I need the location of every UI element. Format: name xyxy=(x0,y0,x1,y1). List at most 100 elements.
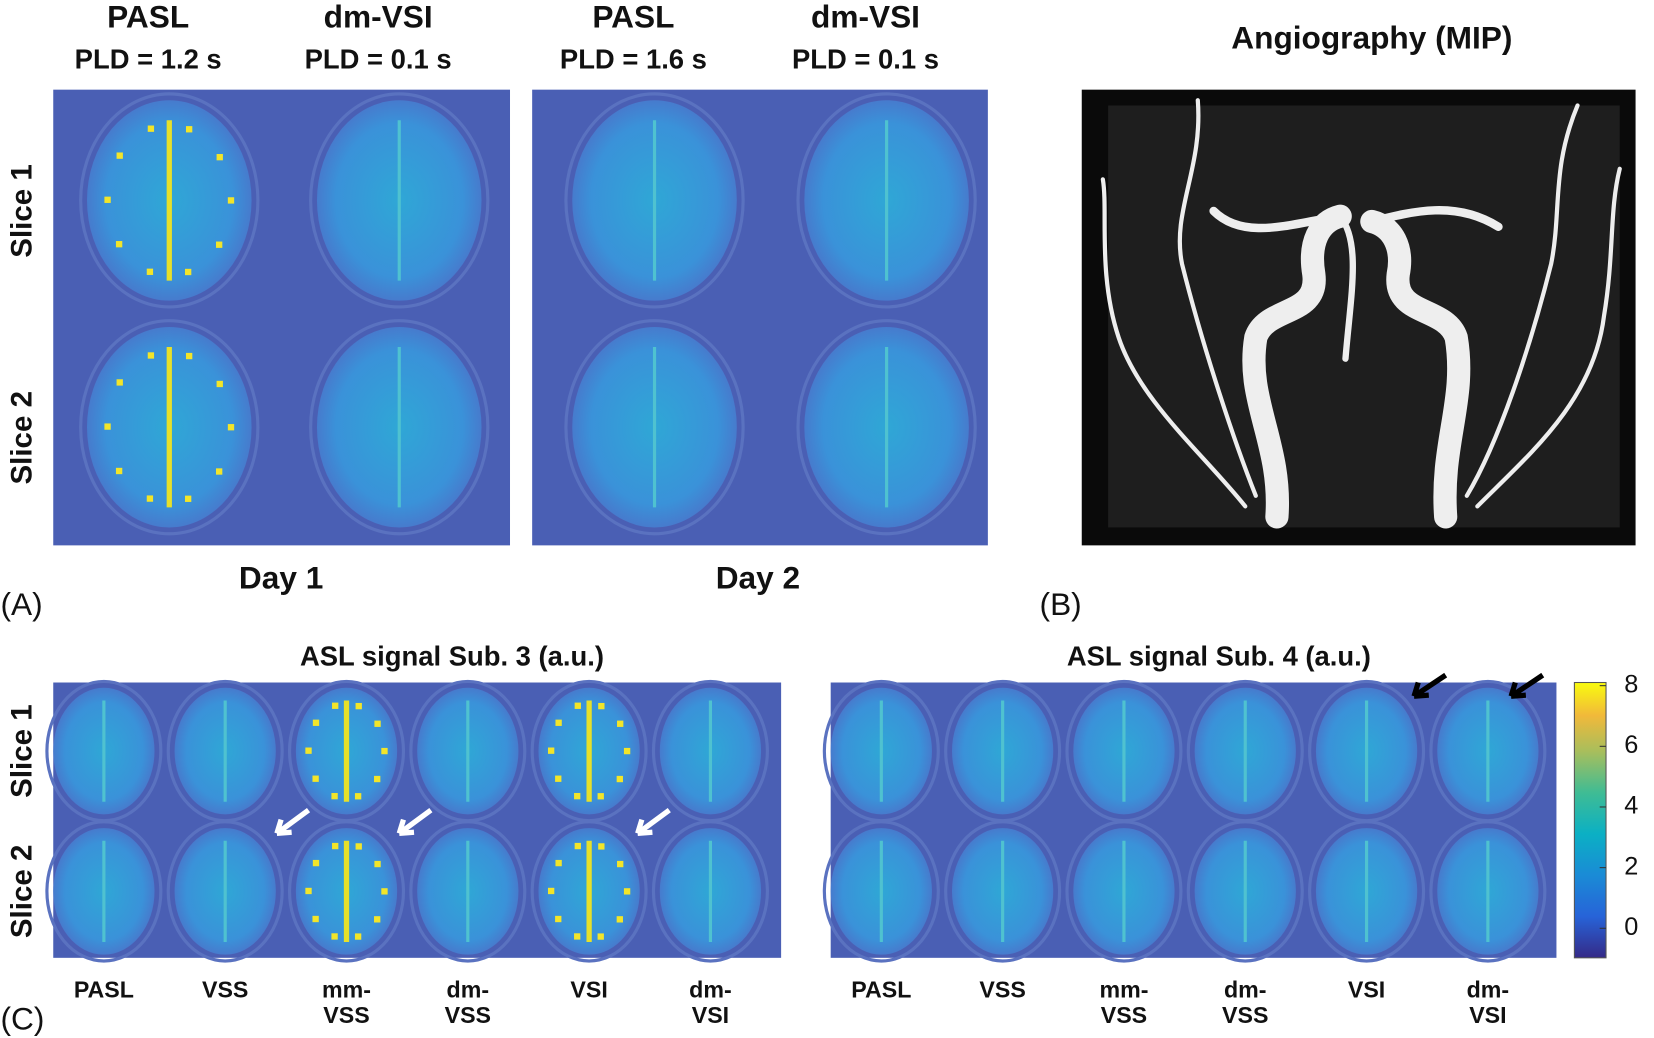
brain-outline xyxy=(651,820,769,963)
colorbar-tick-label: 8 xyxy=(1624,670,1638,698)
hot-spot xyxy=(355,843,362,850)
hot-spot xyxy=(623,888,631,895)
hot-spot xyxy=(184,495,192,502)
brain-outline xyxy=(79,319,260,536)
hot-spot xyxy=(354,933,362,940)
hot-spot xyxy=(355,702,362,710)
column-header: dm-VSI xyxy=(324,0,433,34)
hot-spot xyxy=(332,702,339,709)
hot-spot xyxy=(597,933,604,940)
column-subheader: PLD = 1.6 s xyxy=(560,43,707,74)
brain-outline xyxy=(1186,820,1304,963)
hot-spot xyxy=(146,268,154,275)
hot-spot xyxy=(617,860,624,868)
hot-spot xyxy=(616,775,623,783)
hot-spot xyxy=(227,197,235,204)
brain-outline xyxy=(79,92,260,309)
brain-outline xyxy=(1065,820,1183,963)
hot-spot xyxy=(623,747,631,755)
colorbar-tick-label: 2 xyxy=(1624,852,1638,880)
method-label: VSS xyxy=(979,977,1025,1003)
method-label: PASL xyxy=(851,977,911,1003)
row-label: Slice 2 xyxy=(6,845,39,939)
brain-outline xyxy=(45,820,163,963)
method-label: VSI xyxy=(1469,1002,1506,1028)
hot-spot xyxy=(617,720,624,727)
hot-spot xyxy=(116,152,123,159)
hot-spot xyxy=(574,842,581,850)
column-header: PASL xyxy=(592,0,674,34)
hot-spot xyxy=(598,843,605,850)
hot-spot xyxy=(547,747,555,754)
method-label: VSS xyxy=(202,977,248,1003)
hot-spot xyxy=(374,720,381,727)
row-label: Slice 2 xyxy=(6,391,39,485)
hot-spot xyxy=(616,916,623,923)
column-subheader: PLD = 1.2 s xyxy=(75,43,222,74)
column-subheader: PLD = 0.1 s xyxy=(792,43,939,74)
vessels xyxy=(1100,98,1622,529)
hot-spot xyxy=(146,495,154,502)
method-label: dm- xyxy=(689,977,732,1003)
hot-spot xyxy=(374,775,381,783)
method-label: mm- xyxy=(322,977,371,1003)
day-label: Day 1 xyxy=(239,560,323,596)
hot-spot xyxy=(115,467,123,475)
panel-label: (C) xyxy=(1,1000,45,1036)
method-label: VSI xyxy=(570,977,607,1003)
hot-spot xyxy=(555,775,562,782)
row-label: Slice 1 xyxy=(6,164,39,258)
hot-spot xyxy=(374,916,381,923)
hot-spot xyxy=(331,933,338,940)
method-label: dm- xyxy=(447,977,490,1003)
hot-spot xyxy=(216,380,223,388)
method-label: VSS xyxy=(445,1002,491,1028)
method-label: PASL xyxy=(74,977,134,1003)
hot-spot xyxy=(574,702,581,709)
brain-outline xyxy=(796,92,977,309)
hot-spot xyxy=(354,793,362,800)
angiography-background xyxy=(1108,105,1620,528)
day-label: Day 2 xyxy=(716,560,800,596)
hot-spot xyxy=(312,719,320,726)
hot-spot xyxy=(215,468,223,475)
row-label: Slice 1 xyxy=(6,704,39,798)
hot-spot xyxy=(312,915,319,923)
hot-spot xyxy=(555,859,562,867)
column-header: dm-VSI xyxy=(811,0,920,34)
hot-spot xyxy=(312,775,319,782)
colorbar-tick-label: 4 xyxy=(1624,792,1638,820)
method-label: VSS xyxy=(323,1002,369,1028)
hot-spot xyxy=(547,887,555,895)
hot-spot xyxy=(115,241,123,248)
brain-outline xyxy=(564,319,745,536)
brain-outline xyxy=(287,820,406,963)
brain-outline xyxy=(530,820,648,963)
hot-spot xyxy=(374,860,381,868)
brain-outline xyxy=(1429,820,1547,963)
hot-spot xyxy=(104,423,111,430)
hot-spot xyxy=(332,842,339,850)
brain-outline xyxy=(822,820,940,963)
arrows xyxy=(274,672,1545,836)
angiography-title: Angiography (MIP) xyxy=(1231,19,1512,55)
colorbar xyxy=(1573,681,1607,959)
method-label: dm- xyxy=(1224,977,1267,1003)
hot-spot xyxy=(305,747,312,754)
column-header: PASL xyxy=(107,0,189,34)
hot-spot xyxy=(331,792,338,800)
method-label: VSI xyxy=(692,1002,729,1028)
hot-spot xyxy=(116,379,123,386)
hot-spot xyxy=(598,702,605,710)
hot-spot xyxy=(215,241,223,248)
hot-spot xyxy=(381,888,388,895)
hot-spot xyxy=(381,747,388,755)
hot-spot xyxy=(305,887,312,895)
hot-spot xyxy=(227,424,235,431)
panel-title: ASL signal Sub. 4 (a.u.) xyxy=(1067,640,1371,671)
brain-outline xyxy=(1308,820,1426,963)
hot-spot xyxy=(185,352,193,360)
hot-spot xyxy=(574,933,581,940)
brain-outline xyxy=(564,92,745,309)
hot-spot xyxy=(184,268,192,276)
